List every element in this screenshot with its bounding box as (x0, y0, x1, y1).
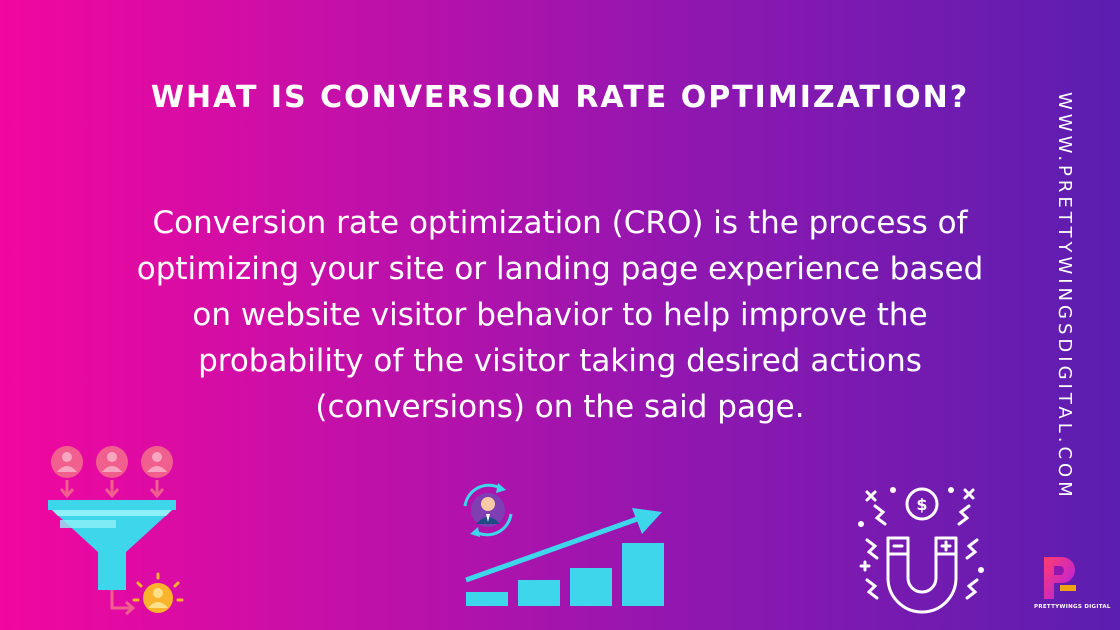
brand-name: PRETTYWINGS DIGITAL (1034, 604, 1111, 610)
body-line: optimizing your site or landing page exp… (136, 251, 984, 287)
growth-chart-icon (463, 483, 664, 606)
website-url: WWW.PRETTYWINGSDIGITAL.COM (1054, 92, 1075, 501)
body-line: Conversion rate optimization (CRO) is th… (152, 205, 968, 241)
customer-magnet-icon: $ (858, 487, 984, 614)
page-title: WHAT IS CONVERSION RATE OPTIMIZATION? (150, 80, 970, 115)
brand-logo: PRETTYWINGS DIGITAL (1034, 555, 1111, 625)
body-text: Conversion rate optimization (CRO) is th… (80, 200, 1040, 430)
body-line: on website visitor behavior to help impr… (192, 297, 928, 333)
body-line: (conversions) on the said page. (315, 389, 805, 425)
brand-logo-icon (1044, 557, 1076, 599)
sales-funnel-icon (48, 446, 184, 616)
body-line: probability of the visitor taking desire… (198, 343, 922, 379)
svg-text:$: $ (916, 495, 927, 514)
